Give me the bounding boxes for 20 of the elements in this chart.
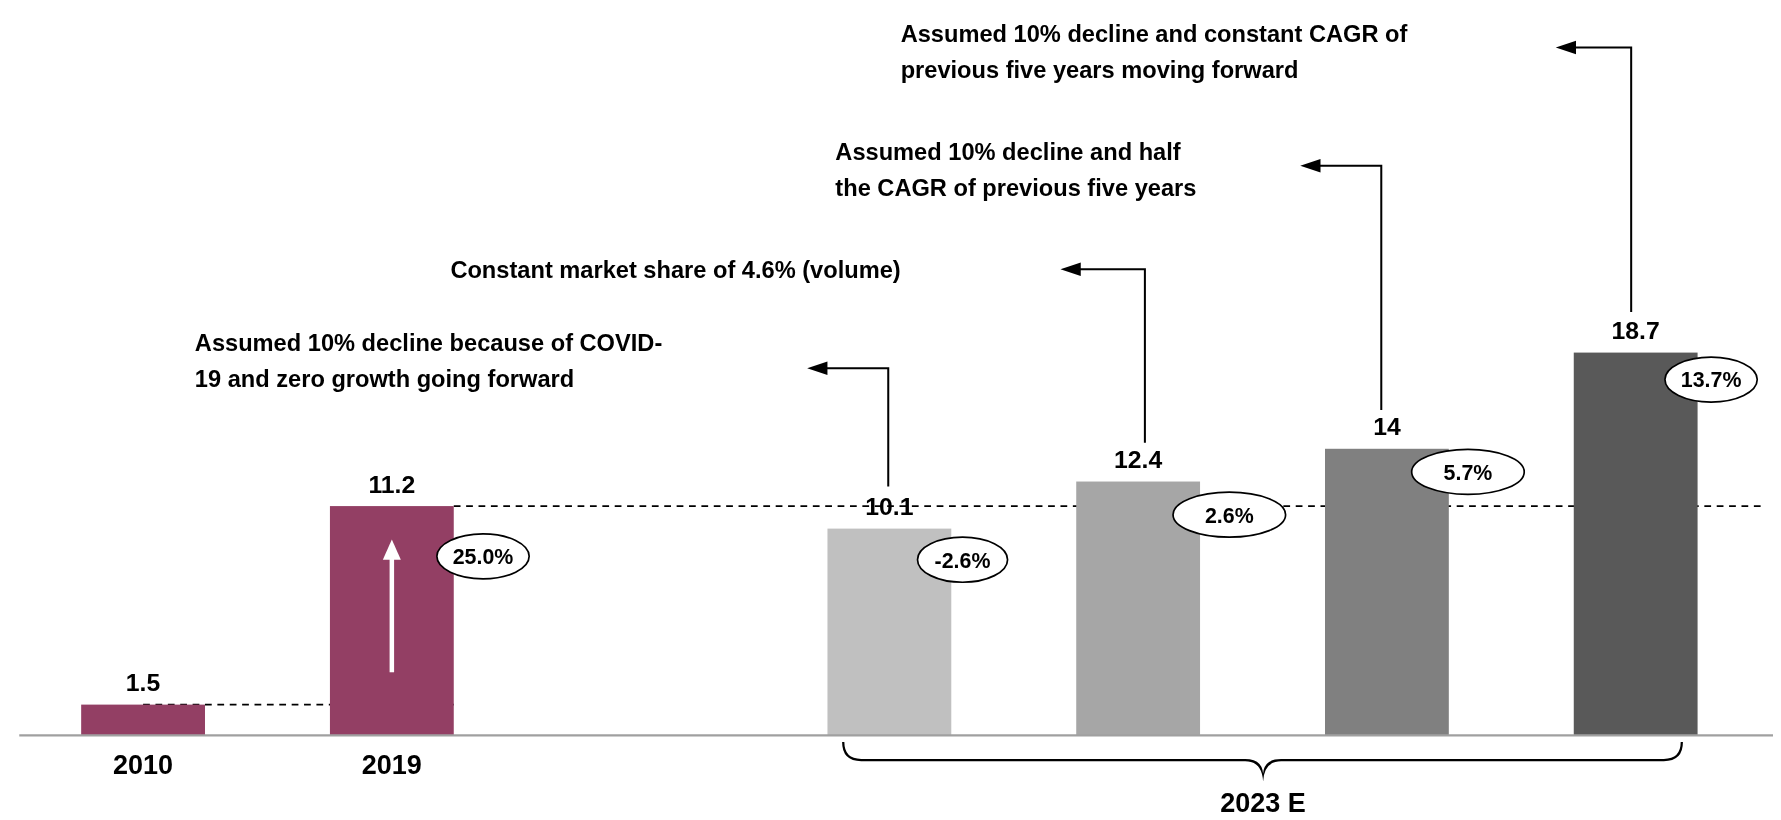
bar (81, 704, 205, 736)
annotation: -2.6% (934, 548, 991, 573)
data-label: 1.5 (125, 669, 161, 697)
x-tick-label: 2010 (113, 749, 174, 780)
x-tick-label: 2019 (361, 749, 422, 780)
data-label: 14 (1373, 413, 1401, 441)
annotation: 2.6% (1204, 503, 1254, 528)
text: Constant market share of 4.6% (volume) (450, 257, 901, 284)
annotation: 5.7% (1443, 460, 1493, 485)
text: Assumed 10% decline and constant CAGR of previous five years moving forward (900, 20, 1408, 83)
annotation: 25.0% (452, 545, 514, 570)
annotation: 13.7% (1680, 368, 1742, 393)
data-label: 10.1 (865, 493, 914, 521)
data-label: 11.2 (368, 470, 416, 498)
data-label: 18.7 (1611, 317, 1660, 345)
text: 2023 E (1220, 787, 1306, 818)
annotation: Assumed 10% decline because of COVID- 19 and zero growth going forward (194, 330, 663, 393)
text: Assumed 10% decline and half the CAGR of previous five years (835, 139, 1197, 202)
data-label: 12.4 (1114, 446, 1163, 474)
bar (329, 506, 454, 736)
